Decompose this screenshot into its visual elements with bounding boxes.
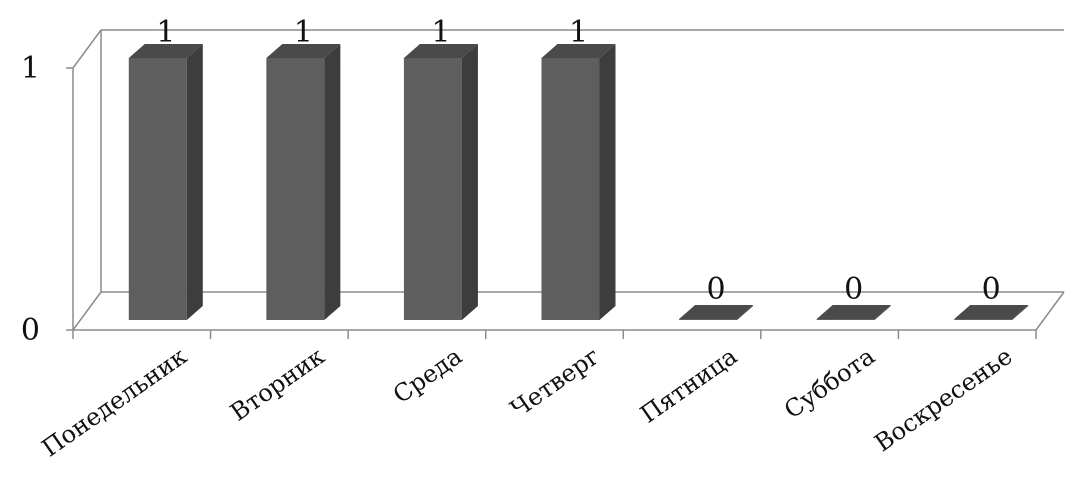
axis-layer xyxy=(66,67,1037,339)
data-label: 0 xyxy=(707,272,726,307)
bar-side-face xyxy=(461,44,478,320)
bar-side-face xyxy=(599,44,616,320)
category-label: Среда xyxy=(388,342,467,409)
category-label: Пятница xyxy=(635,342,742,429)
bar-front-face xyxy=(816,319,875,320)
data-label: 1 xyxy=(569,15,588,50)
bar-3 xyxy=(403,44,478,320)
bar-side-face xyxy=(1012,305,1029,320)
category-label: Понедельник xyxy=(37,342,192,462)
bar-front-face xyxy=(541,58,600,320)
category-label: Четверг xyxy=(505,342,604,423)
bar-top-face xyxy=(266,44,341,58)
bar-2 xyxy=(266,44,341,320)
category-label: Воскресенье xyxy=(869,342,1017,457)
data-label: 0 xyxy=(982,272,1001,307)
bar-front-face xyxy=(679,319,738,320)
bar-6 xyxy=(816,305,891,320)
bar-front-face xyxy=(128,58,187,320)
data-label: 1 xyxy=(431,15,450,50)
bars-layer xyxy=(128,44,1029,320)
bar-side-face xyxy=(186,44,203,320)
bar-top-face xyxy=(541,44,616,58)
bar-5 xyxy=(679,305,754,320)
bar-7 xyxy=(954,305,1029,320)
y-tick-label: 1 xyxy=(21,51,40,86)
bar-top-face xyxy=(954,305,1029,319)
bar-side-face xyxy=(874,305,891,320)
bar-side-face xyxy=(737,305,754,320)
floor-left-edge xyxy=(72,291,102,331)
category-label: Суббота xyxy=(779,342,880,424)
bar-top-face xyxy=(128,44,203,58)
bar-front-face xyxy=(266,58,325,320)
y-tick-label: 0 xyxy=(21,313,40,348)
bar-4 xyxy=(541,44,616,320)
bar-front-face xyxy=(403,58,462,320)
category-label: Вторник xyxy=(225,342,329,427)
bar-front-face xyxy=(954,319,1013,320)
floor-right-edge xyxy=(1035,291,1065,331)
bar-top-face xyxy=(816,305,891,319)
data-label: 1 xyxy=(156,15,175,50)
bar-1 xyxy=(128,44,203,320)
data-label: 0 xyxy=(844,272,863,307)
side-wall-top-edge xyxy=(72,29,102,69)
data-label: 1 xyxy=(294,15,313,50)
bar-top-face xyxy=(679,305,754,319)
bar-side-face xyxy=(324,44,341,320)
bar-top-face xyxy=(403,44,478,58)
